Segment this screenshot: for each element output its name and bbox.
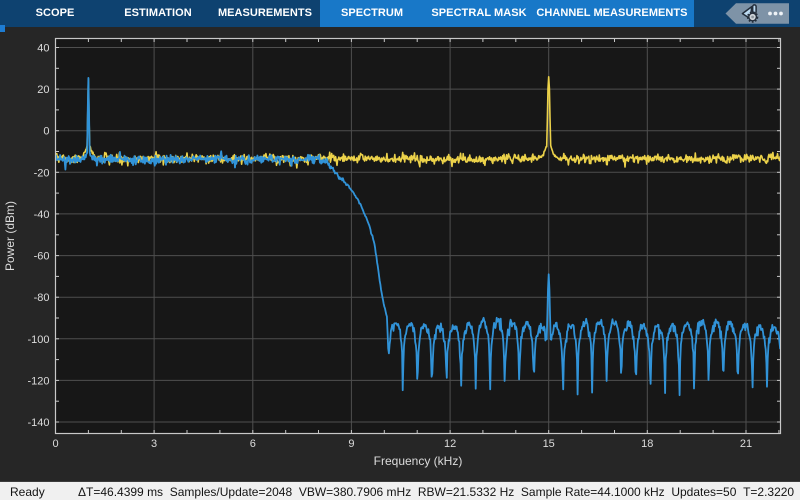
svg-text:-100: -100 xyxy=(27,334,49,346)
svg-text:18: 18 xyxy=(641,438,653,450)
svg-text:-120: -120 xyxy=(27,375,49,387)
svg-text:6: 6 xyxy=(250,438,256,450)
svg-text:-20: -20 xyxy=(34,167,50,179)
svg-text:Frequency (kHz): Frequency (kHz) xyxy=(374,454,463,468)
svg-text:-60: -60 xyxy=(34,251,50,263)
svg-text:-40: -40 xyxy=(34,209,50,221)
svg-text:-140: -140 xyxy=(27,417,49,429)
svg-text:20: 20 xyxy=(37,84,49,96)
svg-text:0: 0 xyxy=(52,438,58,450)
svg-text:3: 3 xyxy=(151,438,157,450)
svg-text:15: 15 xyxy=(543,438,555,450)
svg-text:12: 12 xyxy=(444,438,456,450)
svg-text:Power (dBm): Power (dBm) xyxy=(3,201,17,271)
svg-text:40: 40 xyxy=(37,43,49,55)
svg-text:0: 0 xyxy=(43,126,49,138)
svg-text:21: 21 xyxy=(740,438,752,450)
svg-text:-80: -80 xyxy=(34,292,50,304)
svg-text:9: 9 xyxy=(348,438,354,450)
